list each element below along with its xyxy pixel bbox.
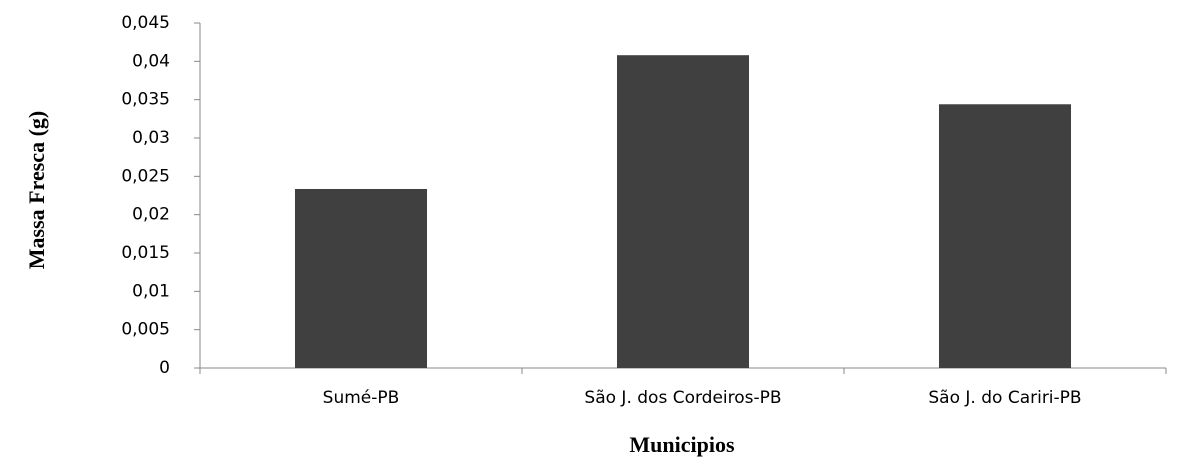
y-axis-title: Massa Fresca (g) — [24, 111, 49, 269]
y-tick-label: 0,02 — [132, 205, 170, 225]
x-axis-title: Municipios — [629, 432, 735, 457]
y-tick-label: 0 — [159, 358, 170, 378]
y-tick-label: 0,04 — [132, 51, 170, 71]
bar — [616, 55, 750, 368]
bar — [294, 188, 428, 368]
x-tick-label: São J. dos Cordeiros-PB — [584, 388, 781, 408]
bar — [938, 104, 1072, 369]
y-tick-label: 0,03 — [132, 128, 170, 148]
x-tick-label: São J. do Cariri-PB — [928, 388, 1081, 408]
y-tick-label: 0,035 — [121, 90, 170, 110]
y-tick-label: 0,015 — [121, 243, 170, 263]
y-tick-label: 0,045 — [121, 13, 170, 33]
y-tick-label: 0,025 — [121, 166, 170, 186]
x-tick-label: Sumé-PB — [323, 388, 400, 408]
y-tick-label: 0,005 — [121, 320, 170, 340]
y-tick-label: 0,01 — [132, 281, 170, 301]
